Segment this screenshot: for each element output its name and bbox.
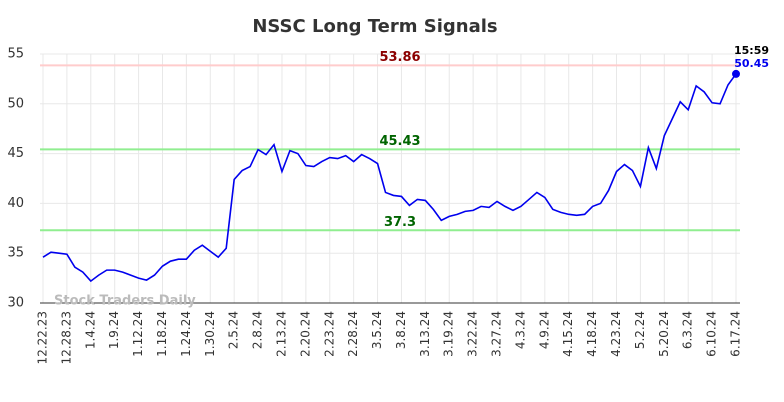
x-tick-label: 2.20.24 — [298, 311, 312, 357]
y-tick-label: 55 — [7, 47, 24, 62]
last-label: 50.45 — [734, 57, 769, 70]
reference-label: 53.86 — [379, 50, 420, 65]
x-tick-label: 2.23.24 — [322, 311, 336, 357]
watermark: Stock Traders Daily — [54, 294, 196, 309]
y-tick-label: 40 — [7, 196, 24, 211]
x-tick-label: 2.5.24 — [227, 311, 241, 349]
x-tick-label: 3.22.24 — [466, 311, 480, 357]
x-tick-label: 4.3.24 — [513, 311, 527, 349]
x-tick-label: 3.8.24 — [394, 311, 408, 349]
y-tick-label: 45 — [7, 146, 24, 161]
series-line — [42, 73, 737, 283]
x-tick-label: 3.13.24 — [418, 311, 432, 357]
y-tick-label: 35 — [7, 246, 24, 261]
x-tick-label: 1.9.24 — [107, 311, 121, 349]
y-tick-label: 30 — [7, 296, 24, 311]
last-time: 15:59 — [734, 44, 769, 57]
chart-title: NSSC Long Term Signals — [252, 16, 497, 37]
x-tick-label: 6.3.24 — [681, 311, 695, 349]
reference-label: 37.3 — [384, 215, 416, 230]
x-tick-label: 12.22.23 — [36, 311, 50, 364]
x-tick-label: 4.15.24 — [561, 311, 575, 357]
reference-label: 45.43 — [379, 134, 420, 149]
x-tick-label: 4.9.24 — [537, 311, 551, 349]
x-tick-label: 1.30.24 — [203, 311, 217, 357]
last-point — [732, 69, 740, 78]
x-tick-label: 2.28.24 — [346, 311, 360, 357]
y-tick-label: 50 — [7, 96, 24, 111]
x-tick-label: 2.13.24 — [274, 311, 288, 357]
x-tick-label: 5.2.24 — [633, 311, 647, 349]
x-tick-label: 6.17.24 — [729, 311, 743, 357]
x-tick-label: 5.20.24 — [657, 311, 671, 357]
x-tick-label: 1.18.24 — [155, 311, 169, 357]
x-tick-label: 12.28.23 — [59, 311, 73, 364]
x-tick-label: 1.4.24 — [83, 311, 97, 349]
x-tick-label: 1.12.24 — [131, 311, 145, 357]
x-tick-label: 3.5.24 — [370, 311, 384, 349]
x-tick-label: 3.19.24 — [442, 311, 456, 357]
x-tick-label: 4.23.24 — [609, 311, 623, 357]
x-tick-label: 3.27.24 — [490, 311, 504, 357]
x-tick-label: 6.10.24 — [705, 311, 719, 357]
x-tick-label: 1.24.24 — [179, 311, 193, 357]
x-tick-label: 4.18.24 — [585, 311, 599, 357]
x-tick-label: 2.8.24 — [251, 311, 265, 349]
